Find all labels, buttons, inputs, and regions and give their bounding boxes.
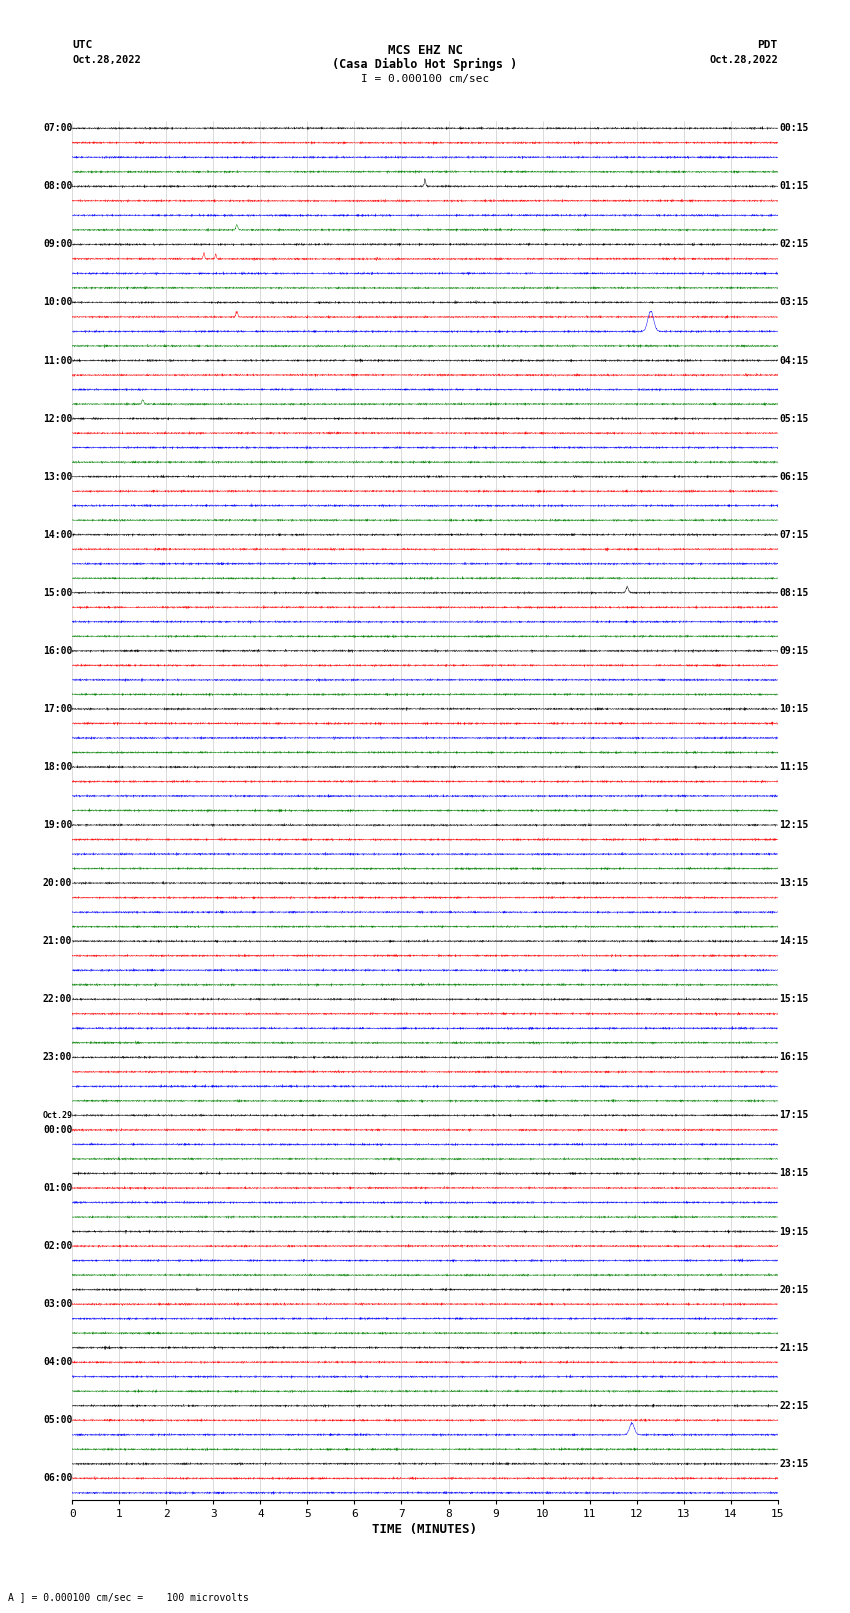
Text: 16:15: 16:15 <box>779 1052 808 1063</box>
Text: 03:15: 03:15 <box>779 297 808 308</box>
Text: 03:00: 03:00 <box>42 1298 72 1310</box>
Text: 20:15: 20:15 <box>779 1284 808 1295</box>
Text: 22:15: 22:15 <box>779 1400 808 1411</box>
Text: 19:00: 19:00 <box>42 819 72 831</box>
Text: 10:00: 10:00 <box>42 297 72 308</box>
Text: 04:00: 04:00 <box>42 1357 72 1368</box>
Text: 06:00: 06:00 <box>42 1473 72 1484</box>
Text: 02:00: 02:00 <box>42 1240 72 1252</box>
Text: 08:15: 08:15 <box>779 587 808 598</box>
Text: 01:00: 01:00 <box>42 1182 72 1194</box>
Text: (Casa Diablo Hot Springs ): (Casa Diablo Hot Springs ) <box>332 58 518 71</box>
Text: 11:15: 11:15 <box>779 761 808 773</box>
Text: 19:15: 19:15 <box>779 1226 808 1237</box>
Text: 12:00: 12:00 <box>42 413 72 424</box>
Text: 15:00: 15:00 <box>42 587 72 598</box>
Text: 07:15: 07:15 <box>779 529 808 540</box>
Text: 00:00: 00:00 <box>42 1124 72 1136</box>
Text: 12:15: 12:15 <box>779 819 808 831</box>
Text: 23:00: 23:00 <box>42 1052 72 1063</box>
Text: 09:15: 09:15 <box>779 645 808 656</box>
Text: 21:00: 21:00 <box>42 936 72 947</box>
Text: Oct.29: Oct.29 <box>42 1111 72 1119</box>
Text: MCS EHZ NC: MCS EHZ NC <box>388 44 462 56</box>
Text: 17:00: 17:00 <box>42 703 72 715</box>
Text: 07:00: 07:00 <box>42 123 72 134</box>
Text: 20:00: 20:00 <box>42 877 72 889</box>
Text: 21:15: 21:15 <box>779 1342 808 1353</box>
Text: 18:00: 18:00 <box>42 761 72 773</box>
Text: 01:15: 01:15 <box>779 181 808 192</box>
Text: A ] = 0.000100 cm/sec =    100 microvolts: A ] = 0.000100 cm/sec = 100 microvolts <box>8 1592 249 1602</box>
Text: 05:15: 05:15 <box>779 413 808 424</box>
Text: 10:15: 10:15 <box>779 703 808 715</box>
Text: Oct.28,2022: Oct.28,2022 <box>72 55 141 65</box>
Text: 22:00: 22:00 <box>42 994 72 1005</box>
Text: 00:15: 00:15 <box>779 123 808 134</box>
Text: UTC: UTC <box>72 40 93 50</box>
Text: 04:15: 04:15 <box>779 355 808 366</box>
Text: 06:15: 06:15 <box>779 471 808 482</box>
Text: 09:00: 09:00 <box>42 239 72 250</box>
Text: 15:15: 15:15 <box>779 994 808 1005</box>
Text: 14:15: 14:15 <box>779 936 808 947</box>
Text: PDT: PDT <box>757 40 778 50</box>
Text: 08:00: 08:00 <box>42 181 72 192</box>
Text: I = 0.000100 cm/sec: I = 0.000100 cm/sec <box>361 74 489 84</box>
Text: 14:00: 14:00 <box>42 529 72 540</box>
X-axis label: TIME (MINUTES): TIME (MINUTES) <box>372 1523 478 1536</box>
Text: 13:00: 13:00 <box>42 471 72 482</box>
Text: 11:00: 11:00 <box>42 355 72 366</box>
Text: 16:00: 16:00 <box>42 645 72 656</box>
Text: 13:15: 13:15 <box>779 877 808 889</box>
Text: 18:15: 18:15 <box>779 1168 808 1179</box>
Text: Oct.28,2022: Oct.28,2022 <box>709 55 778 65</box>
Text: 05:00: 05:00 <box>42 1415 72 1426</box>
Text: 17:15: 17:15 <box>779 1110 808 1121</box>
Text: 23:15: 23:15 <box>779 1458 808 1469</box>
Text: 02:15: 02:15 <box>779 239 808 250</box>
